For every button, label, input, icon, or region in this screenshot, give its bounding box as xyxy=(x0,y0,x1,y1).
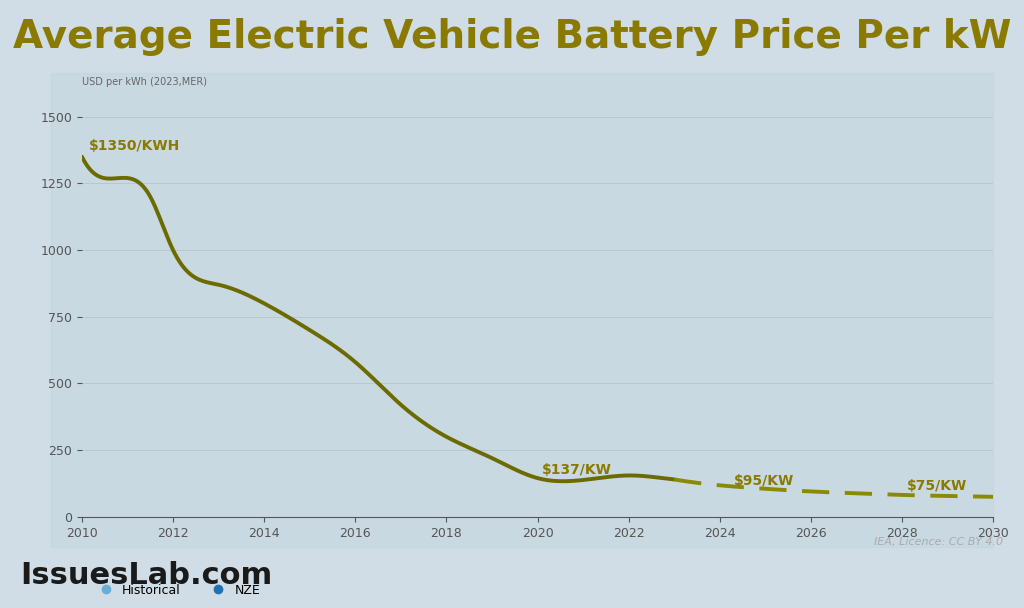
Text: USD per kWh (2023,MER): USD per kWh (2023,MER) xyxy=(82,77,207,87)
Text: $1350/KWH: $1350/KWH xyxy=(89,139,180,153)
Legend: Historical, NZE: Historical, NZE xyxy=(88,578,265,601)
Text: $95/KW: $95/KW xyxy=(733,474,794,488)
Text: IssuesLab.com: IssuesLab.com xyxy=(20,561,272,590)
Text: Average Electric Vehicle Battery Price Per kW: Average Electric Vehicle Battery Price P… xyxy=(12,18,1012,57)
Text: $137/KW: $137/KW xyxy=(542,463,612,477)
Text: IEA, Licence: CC BY 4.0: IEA, Licence: CC BY 4.0 xyxy=(874,537,1004,547)
Text: $75/KW: $75/KW xyxy=(906,478,967,493)
